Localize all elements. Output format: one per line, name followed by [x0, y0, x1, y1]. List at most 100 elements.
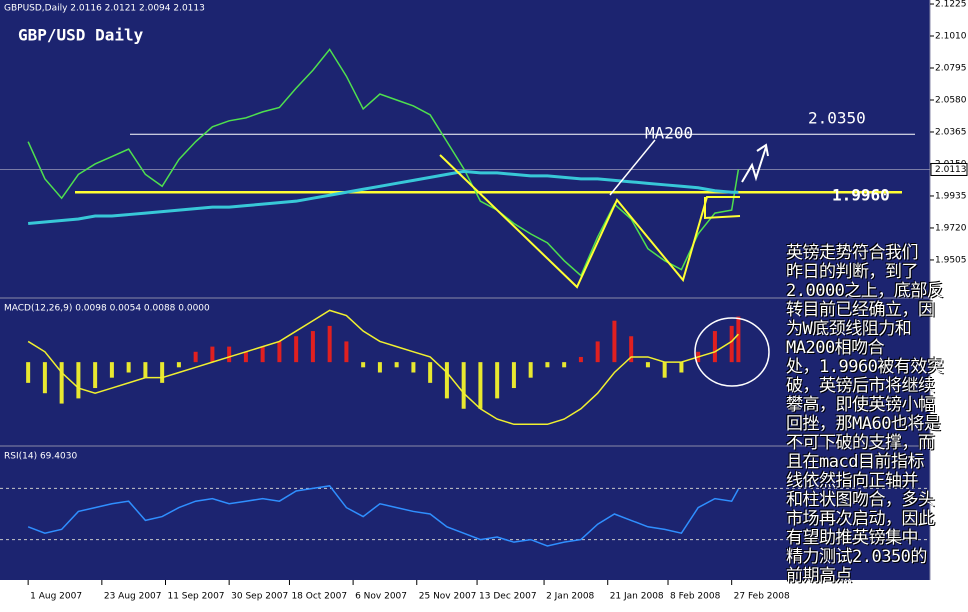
histogram-bar [361, 362, 366, 368]
x-tick-label: 25 Nov 2007 [419, 592, 477, 602]
x-tick-label: 8 Feb 2008 [670, 592, 721, 602]
commentary-line: 不可下破的支撑，而 [786, 433, 935, 453]
histogram-bar [93, 362, 98, 389]
histogram-bar [310, 331, 315, 363]
histogram-bar [545, 362, 550, 368]
x-tick-label: 13 Dec 2007 [479, 592, 537, 602]
x-tick-label: 30 Sep 2007 [231, 592, 288, 602]
commentary-line: 前期高点 [786, 566, 853, 586]
up-arrow-head [756, 143, 769, 157]
y-tick-label: 2.0795 [935, 64, 967, 74]
histogram-bar [411, 362, 416, 373]
commentary-line: 转目前已经确立，因 [786, 300, 935, 320]
commentary-line: MA200相吻合 [786, 338, 885, 358]
y-tick-label: 2.1010 [935, 32, 967, 42]
level-label: 2.0350 [808, 109, 866, 128]
histogram-bar [59, 362, 64, 404]
histogram-bar [528, 362, 533, 378]
histogram-bar [736, 316, 741, 363]
histogram-bar [160, 362, 165, 383]
w-pattern-line [704, 197, 741, 220]
histogram-bar [629, 336, 634, 363]
y-tick-label: 1.9935 [935, 191, 967, 201]
y-tick-label: 2.1225 [935, 0, 967, 10]
histogram-bar [377, 362, 382, 373]
histogram-bar [428, 362, 433, 383]
histogram-bar [26, 362, 31, 383]
chart-title: GBP/USD Daily [18, 26, 144, 45]
histogram-bar [662, 362, 667, 378]
histogram-bar [143, 362, 148, 378]
series-line [27, 485, 740, 547]
x-tick-label: 11 Sep 2007 [167, 592, 224, 602]
macd-header: MACD(12,26,9) 0.0098 0.0054 0.0088 0.000… [4, 304, 210, 314]
histogram-bar [729, 325, 734, 363]
x-tick-label: 1 Aug 2007 [30, 592, 82, 602]
x-tick-label: 23 Aug 2007 [104, 592, 162, 602]
x-tick-label: 21 Jan 2008 [610, 592, 664, 602]
series-line [27, 309, 739, 426]
series-line [27, 48, 740, 277]
commentary-line: 精力测试2.0350的 [786, 547, 927, 567]
commentary-line: 有望助推英镑集中 [786, 528, 919, 548]
y-tick-label: 1.9505 [935, 255, 967, 265]
histogram-bar [76, 362, 81, 399]
y-tick-label: 2.0580 [935, 95, 967, 105]
plot-layer [0, 48, 930, 547]
histogram-bar [394, 362, 399, 368]
ma200-label: MA200 [645, 124, 693, 143]
histogram-bar [679, 362, 684, 373]
w-pattern-line [439, 154, 740, 289]
last-price-box [930, 162, 968, 176]
price-axis-strip [930, 0, 968, 612]
histogram-bar [193, 351, 198, 363]
commentary-line: 昨日的判断，到了 [786, 262, 919, 282]
highlight-circle [694, 317, 770, 387]
histogram-bar [478, 362, 483, 409]
commentary-line: 市场再次启动，因此 [786, 509, 935, 529]
last-price-label: 2.0113 [935, 165, 967, 175]
commentary-line: 处，1.9960被有效突 [786, 357, 944, 377]
histogram-bar [126, 362, 131, 373]
commentary-line: 回挫，那MA60也将是 [786, 414, 941, 434]
histogram-bar [42, 362, 47, 394]
up-arrow [741, 146, 767, 183]
x-tick-label: 6 Nov 2007 [355, 592, 407, 602]
histogram-bar [327, 325, 332, 363]
commentary-line: 线依然指向正轴并 [786, 471, 919, 491]
commentary-line: 攀高，即使英镑小幅 [786, 395, 935, 415]
x-tick-label: 27 Feb 2008 [734, 592, 790, 602]
histogram-bar [595, 341, 600, 363]
histogram-bar [243, 351, 248, 363]
commentary-line: 破，英镑后市将继续 [786, 376, 935, 396]
histogram-bar [645, 362, 650, 368]
histogram-bar [294, 336, 299, 363]
histogram-bar [461, 362, 466, 409]
histogram-bar [578, 356, 583, 363]
rsi-header: RSI(14) 69.4030 [4, 452, 77, 462]
plot-background [0, 0, 930, 580]
commentary-line: 2.0000之上，底部反 [786, 281, 944, 301]
level-label: 1.9960 [832, 186, 890, 205]
y-tick-label: 1.9720 [935, 223, 967, 233]
histogram-bar [344, 341, 349, 363]
x-tick-label: 2 Jan 2008 [546, 592, 594, 602]
commentary-line: 且在macd目前指标 [786, 452, 924, 472]
x-tick-label: 18 Oct 2007 [291, 592, 347, 602]
histogram-bar [176, 362, 181, 368]
histogram-bar [612, 320, 617, 363]
main-header: GBPUSD,Daily 2.0116 2.0121 2.0094 2.0113 [4, 4, 205, 14]
commentary-line: 和柱状图吻合，多头 [786, 490, 935, 510]
histogram-bar [511, 362, 516, 389]
date-axis-strip [0, 580, 968, 612]
histogram-bar [227, 346, 232, 363]
y-tick-label: 2.0365 [935, 127, 967, 137]
series-line [28, 169, 739, 225]
histogram-bar [260, 346, 265, 363]
histogram-bar [712, 331, 717, 363]
commentary: 英镑走势符合我们 昨日的判断，到了 2.0000之上，底部反 转目前已经确立，因 为W底… [786, 244, 968, 586]
histogram-bar [495, 362, 500, 399]
